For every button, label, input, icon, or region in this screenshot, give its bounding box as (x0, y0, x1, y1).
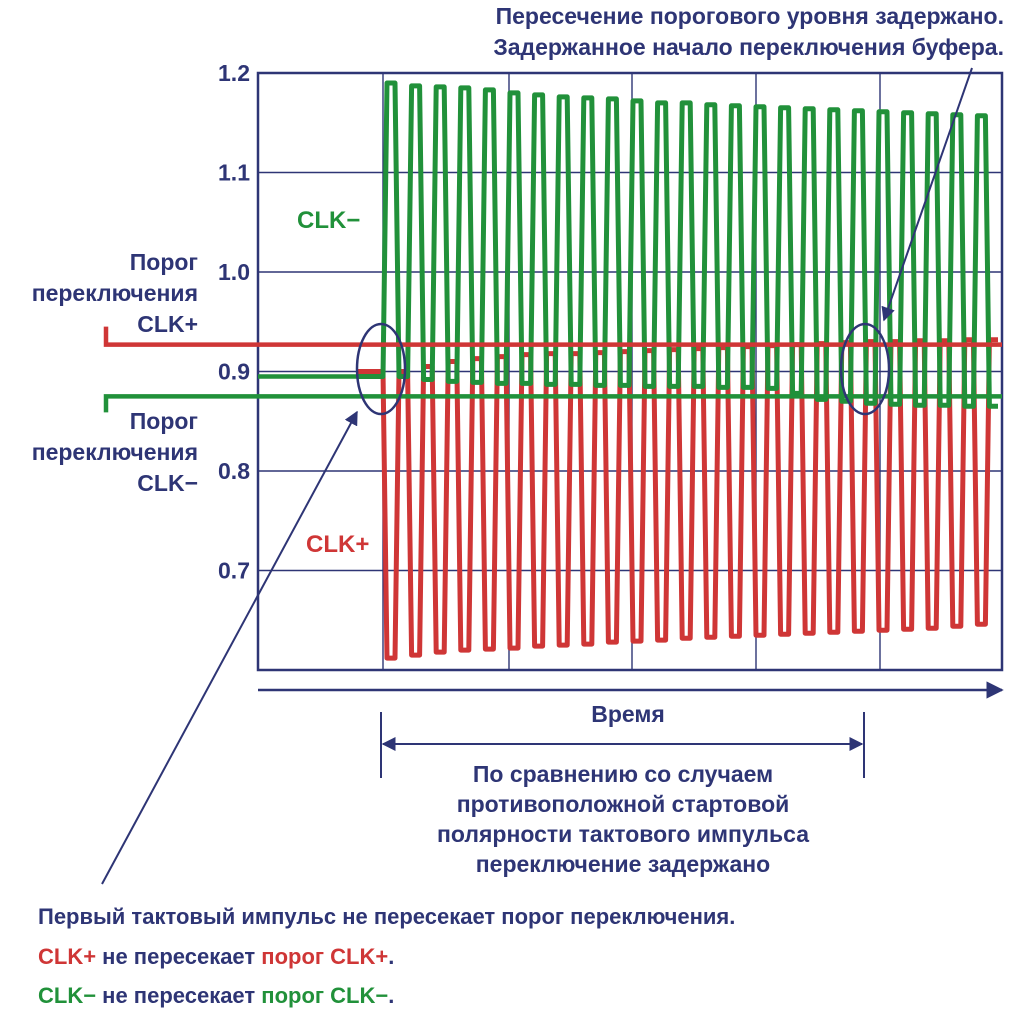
bottom-note-threshold-plus: порог CLK+ (261, 944, 388, 969)
threshold-plus-label-1: Порог (130, 249, 198, 275)
bottom-note-line-3: CLK− не пересекает порог CLK−. (38, 983, 394, 1008)
delay-note-line-1: По сравнению со случаем (473, 761, 773, 787)
clk-minus-threshold-line (103, 394, 1002, 413)
delay-note-line-2: противоположной стартовой (457, 791, 790, 817)
threshold-minus-label-2: переключения (32, 439, 198, 465)
delayed-crossing-pointer (881, 67, 973, 322)
clk-minus-waveform (358, 80, 998, 409)
bottom-note-text: не пересекает (96, 983, 261, 1008)
time-axis-label: Время (591, 701, 665, 727)
first-pulse-ellipse (355, 322, 407, 416)
y-tick-label: 1.2 (218, 60, 250, 86)
threshold-plus-label-3: CLK+ (137, 311, 198, 337)
bottom-note-line-1: Первый тактовый импульс не пересекает по… (38, 904, 735, 929)
bottom-note-threshold-minus: порог CLK− (261, 983, 388, 1008)
delay-note-line-4: переключение задержано (476, 851, 770, 877)
threshold-plus-label-2: переключения (32, 280, 198, 306)
y-tick-labels: 0.7 0.8 0.9 1.0 1.1 1.2 (218, 60, 250, 584)
y-tick-label: 0.8 (218, 458, 250, 484)
first-pulse-pointer (101, 410, 358, 885)
clk-plus-series-label: CLK+ (306, 531, 369, 558)
threshold-minus-label-1: Порог (130, 408, 198, 434)
bottom-note-period: . (388, 944, 394, 969)
clk-minus-series-label: CLK− (297, 207, 360, 234)
y-tick-label: 1.1 (218, 160, 250, 186)
top-note-line-2: Задержанное начало переключения буфера. (493, 34, 1004, 60)
delayed-crossing-ellipse (839, 322, 891, 416)
bottom-note-clk-plus: CLK+ (38, 944, 96, 969)
y-tick-label: 0.7 (218, 558, 250, 584)
y-tick-label: 1.0 (218, 259, 250, 285)
clk-plus-threshold-line (103, 326, 1002, 347)
bottom-note-period: . (388, 983, 394, 1008)
plot-frame (256, 71, 1004, 672)
threshold-minus-label-3: CLK− (137, 470, 198, 496)
y-tick-label: 0.9 (218, 359, 250, 385)
top-note-line-1: Пересечение порогового уровня задержано. (496, 3, 1004, 29)
delay-note-line-3: полярности тактового импульса (437, 821, 809, 847)
bottom-note-clk-minus: CLK− (38, 983, 96, 1008)
bottom-note-text: не пересекает (96, 944, 261, 969)
bottom-note-line-2: CLK+ не пересекает порог CLK+. (38, 944, 394, 969)
